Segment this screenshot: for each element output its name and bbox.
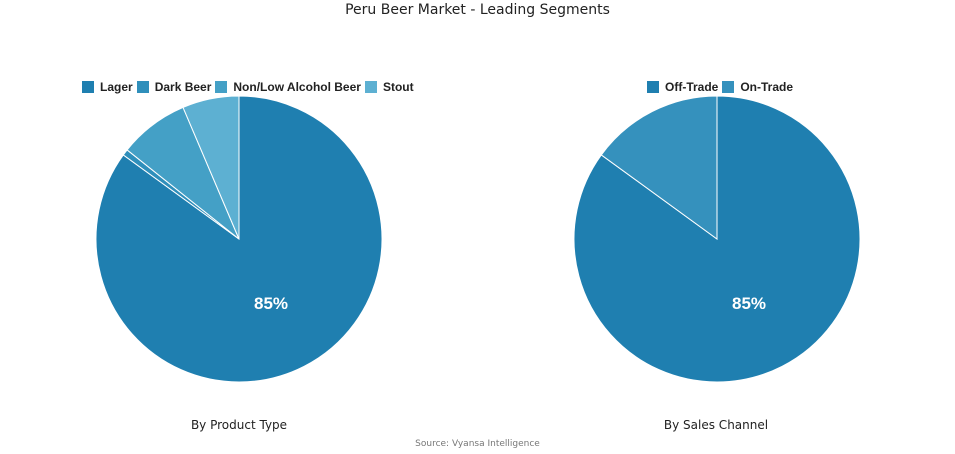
legend-label: Non/Low Alcohol Beer bbox=[233, 80, 361, 94]
legend-label: Off-Trade bbox=[665, 80, 719, 94]
legend-item-dark-beer[interactable]: Dark Beer bbox=[136, 80, 212, 94]
legend-swatch-icon bbox=[215, 81, 228, 93]
pie-chart-product-type: 85% bbox=[95, 95, 383, 383]
legend-label: Lager bbox=[100, 80, 133, 94]
legend-item-stout[interactable]: Stout bbox=[364, 80, 414, 94]
pie-slice-stout[interactable] bbox=[182, 95, 240, 240]
legend-label: On-Trade bbox=[740, 80, 794, 94]
legend-item-lager[interactable]: Lager bbox=[82, 80, 133, 94]
legend-swatch-icon bbox=[364, 81, 377, 93]
source-note: Source: Vyansa Intelligence bbox=[415, 439, 540, 449]
legend-item-on-trade[interactable]: On-Trade bbox=[722, 80, 793, 94]
pie-slice-lager[interactable] bbox=[95, 95, 383, 383]
legend-label: Stout bbox=[382, 80, 414, 94]
legend-swatch-icon bbox=[136, 81, 149, 93]
pie-chart-sales-channel: 85% bbox=[573, 95, 861, 383]
pie-slice-off-trade[interactable] bbox=[573, 95, 861, 383]
pie-label-off-trade: 85% bbox=[732, 294, 766, 313]
legend-swatch-icon bbox=[647, 81, 659, 93]
legend-item-off-trade[interactable]: Off-Trade bbox=[647, 80, 718, 94]
pie-subtitle-product-type: By Product Type bbox=[190, 418, 288, 432]
pie-slice-on-trade[interactable] bbox=[600, 95, 718, 240]
legend-label: Dark Beer bbox=[154, 80, 212, 94]
pie-label-lager: 85% bbox=[254, 294, 288, 313]
legend-swatch-icon bbox=[82, 81, 94, 93]
legend-swatch-icon bbox=[722, 81, 735, 93]
legend-item-non-low-alcohol[interactable]: Non/Low Alcohol Beer bbox=[215, 80, 361, 94]
legend-sales-channel: Off-Trade On-Trade bbox=[647, 80, 797, 94]
legend-product-type: Lager Dark Beer Non/Low Alcohol Beer Sto… bbox=[82, 80, 418, 94]
chart-title: Peru Beer Market - Leading Segments bbox=[345, 2, 610, 18]
pie-subtitle-sales-channel: By Sales Channel bbox=[663, 418, 769, 432]
